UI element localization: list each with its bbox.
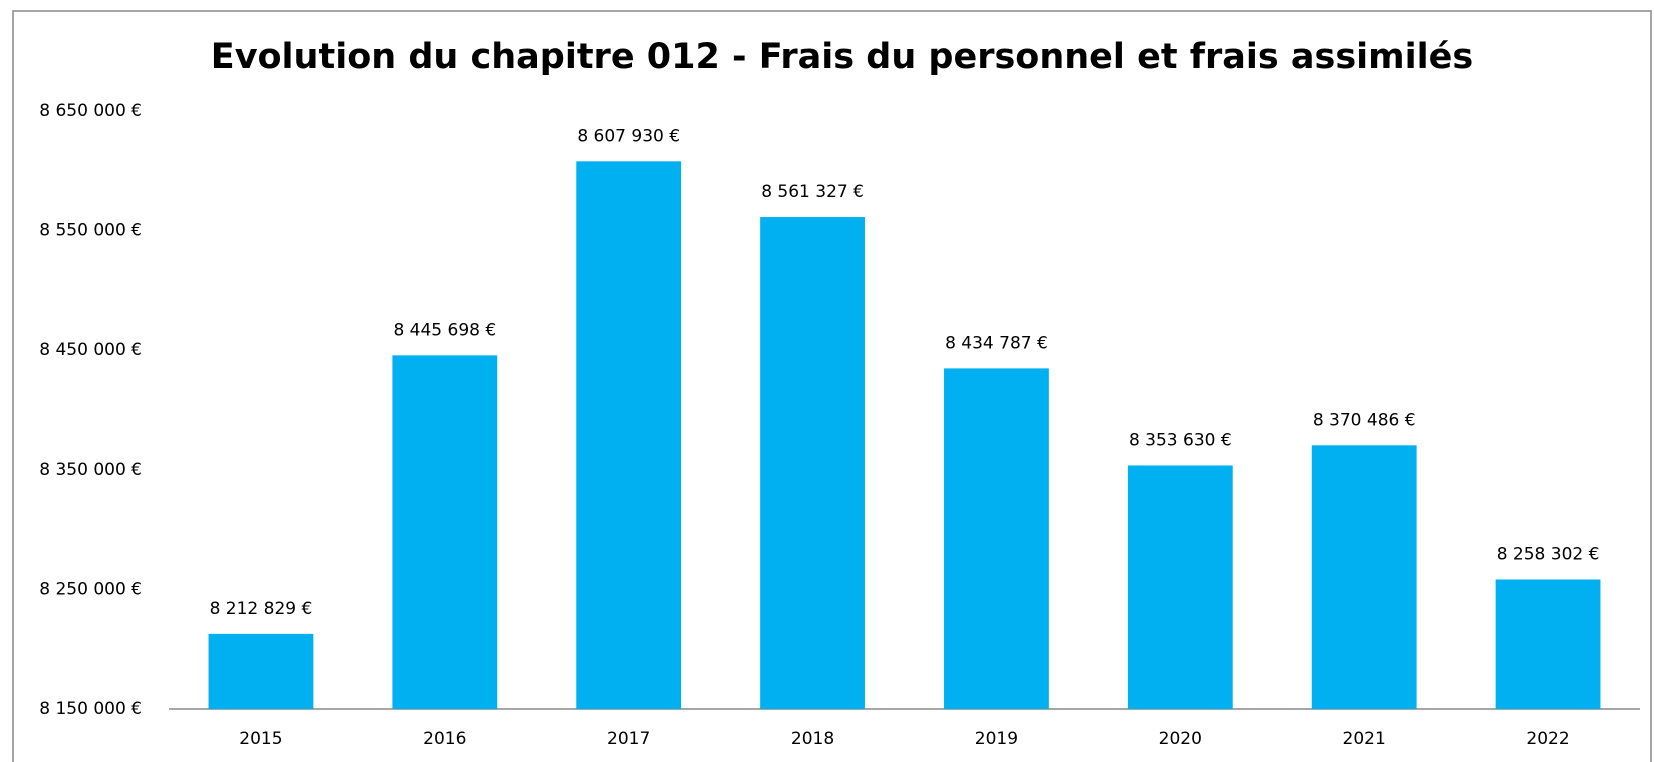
bar [1311, 445, 1417, 709]
y-tick-label: 8 650 000 € [39, 101, 142, 121]
y-tick-label: 8 250 000 € [39, 579, 142, 599]
data-label: 8 212 829 € [210, 599, 313, 619]
x-tick-label: 2016 [423, 729, 466, 749]
data-label: 8 561 327 € [761, 182, 864, 202]
x-tick-label: 2022 [1526, 729, 1569, 749]
x-tick-label: 2015 [239, 729, 282, 749]
x-tick-label: 2017 [607, 729, 650, 749]
x-tick-label: 2019 [975, 729, 1018, 749]
data-label: 8 445 698 € [393, 320, 496, 340]
chart-title: Evolution du chapitre 012 - Frais du per… [211, 37, 1473, 77]
y-tick-label: 8 150 000 € [39, 699, 142, 719]
bar [576, 161, 682, 709]
bar [208, 633, 314, 709]
x-tick-label: 2018 [791, 729, 834, 749]
data-label: 8 607 930 € [577, 126, 680, 146]
data-label: 8 370 486 € [1313, 410, 1416, 430]
x-tick-label: 2020 [1159, 729, 1202, 749]
y-tick-label: 8 450 000 € [39, 340, 142, 360]
bar [760, 217, 865, 709]
data-label: 8 434 787 € [945, 333, 1048, 353]
data-label: 8 258 302 € [1497, 544, 1600, 564]
bar [944, 368, 1049, 709]
data-label: 8 353 630 € [1129, 430, 1232, 450]
y-tick-label: 8 350 000 € [39, 460, 142, 480]
x-tick-label: 2021 [1343, 729, 1386, 749]
bar [1495, 579, 1601, 709]
bar [392, 355, 498, 709]
y-tick-label: 8 550 000 € [39, 221, 142, 241]
bar [1127, 465, 1233, 709]
